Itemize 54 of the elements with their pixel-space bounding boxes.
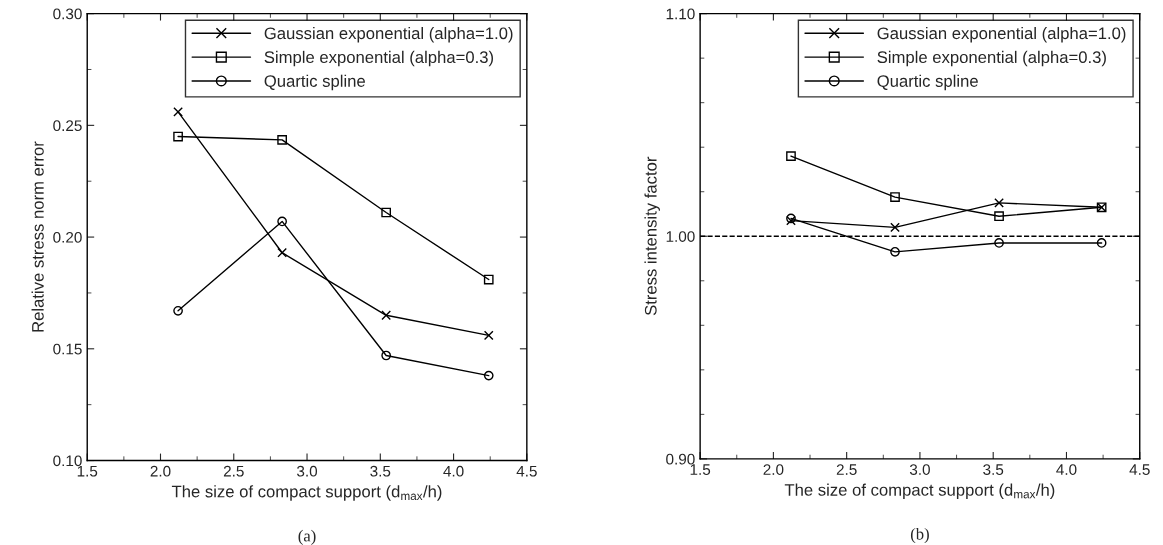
- y-tick-label: 0.20: [53, 231, 82, 243]
- x-tick-label: 4.0: [1056, 464, 1077, 475]
- point: [994, 238, 1004, 248]
- y-tick-label: 1.00: [666, 231, 695, 242]
- point: [786, 151, 796, 161]
- point: [483, 274, 494, 285]
- point: [483, 370, 494, 381]
- y-axis-title: Relative stress norm error: [31, 141, 44, 332]
- x-tick-label: 3.0: [909, 464, 930, 475]
- y-tick-label: 0.30: [53, 8, 82, 20]
- y-tick-label: 0.10: [53, 455, 82, 467]
- point: [173, 107, 183, 117]
- point: [994, 198, 1004, 208]
- x-tick-label: 4.5: [1129, 464, 1150, 475]
- x-axis-title: The size of compact support (d$_{max}$/h): [784, 483, 1055, 500]
- x-tick-label: 1.5: [77, 465, 98, 477]
- x-tick-label: 2.0: [150, 465, 171, 477]
- point: [277, 247, 287, 258]
- point: [890, 246, 900, 257]
- x-tick-label: 4.0: [443, 465, 464, 477]
- point: [381, 310, 392, 321]
- x-tick-label: 2.5: [836, 464, 857, 475]
- x-tick-label: 3.0: [297, 465, 318, 477]
- x-tick-label: 4.5: [516, 465, 537, 477]
- point: [277, 216, 287, 227]
- x-axis-title: The size of compact support (d$_{max}$/h): [171, 485, 442, 501]
- x-tick-label: 3.5: [983, 464, 1004, 475]
- point: [173, 305, 183, 316]
- text: (a): [298, 529, 316, 545]
- point: [890, 192, 900, 202]
- x-tick-label: 1.5: [690, 464, 711, 475]
- legend-label: Simple exponential (alpha=0.3): [877, 50, 1106, 67]
- text: (b): [910, 527, 929, 544]
- point: [994, 211, 1004, 222]
- legend-label: Quartic spline: [264, 74, 365, 91]
- point: [1096, 238, 1107, 248]
- point: [173, 131, 183, 142]
- legend-label: Quartic spline: [877, 74, 978, 91]
- y-tick-label: 0.25: [53, 120, 82, 132]
- x-tick-label: 2.5: [223, 465, 244, 477]
- y-tick-label: 1.10: [666, 8, 695, 20]
- x-tick-label: 3.5: [370, 465, 391, 477]
- point: [381, 350, 392, 361]
- point: [890, 222, 900, 233]
- legend-label: Gaussian exponential (alpha=1.0): [264, 26, 513, 43]
- x-tick-label: 2.0: [763, 464, 784, 475]
- point: [277, 135, 287, 145]
- point: [483, 330, 494, 341]
- y-tick-label: 0.15: [53, 343, 82, 355]
- y-axis-title: Stress intensity factor: [644, 156, 660, 316]
- legend-label: Simple exponential (alpha=0.3): [264, 50, 494, 67]
- legend-label: Gaussian exponential (alpha=1.0): [877, 26, 1126, 43]
- point: [381, 207, 392, 218]
- y-tick-label: 0.90: [666, 453, 695, 465]
